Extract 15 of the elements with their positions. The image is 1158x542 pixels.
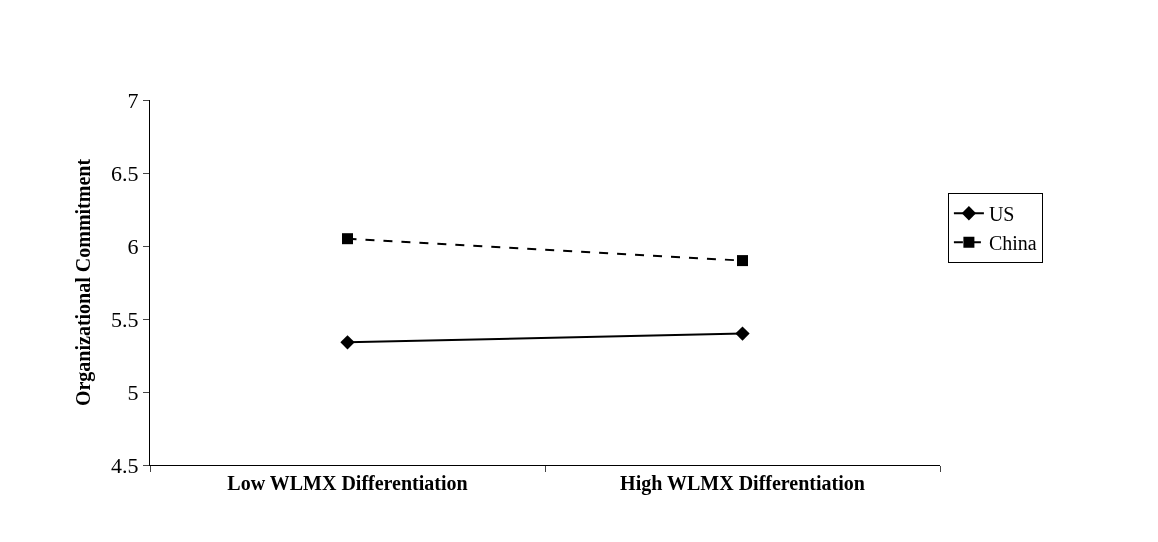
legend-label: China bbox=[988, 232, 1037, 255]
y-tick-label: 4.5 bbox=[111, 452, 139, 478]
y-tick-label: 6 bbox=[127, 233, 139, 259]
legend-label: US bbox=[988, 203, 1015, 226]
x-tick-label: High WLMX Differentiation bbox=[620, 472, 865, 495]
point bbox=[342, 233, 353, 245]
y-tick-label: 5 bbox=[127, 379, 139, 405]
point bbox=[340, 335, 355, 350]
point bbox=[737, 255, 748, 267]
y-tick-label: 7 bbox=[127, 87, 139, 113]
y-tick-label: 6.5 bbox=[111, 160, 139, 186]
x-tick-label: Low WLMX Differentiation bbox=[227, 472, 468, 494]
y-tick-label: 5.5 bbox=[111, 306, 139, 332]
y-axis-title: Organizational Commitment bbox=[71, 158, 95, 407]
point bbox=[735, 326, 750, 341]
